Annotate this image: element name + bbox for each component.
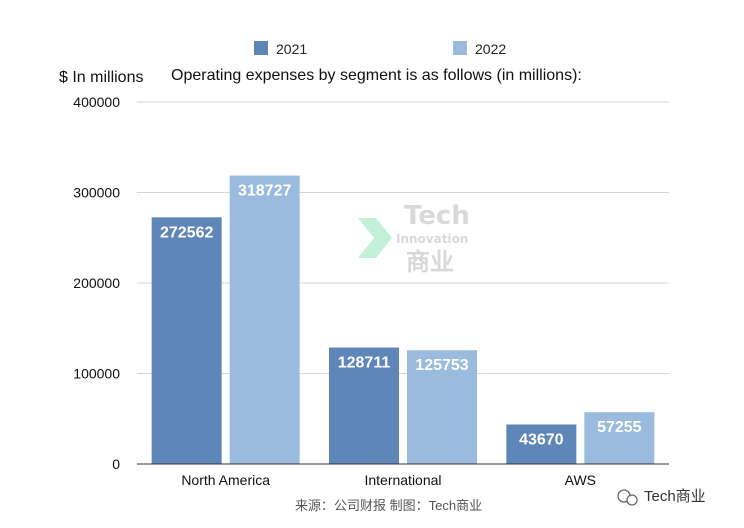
chart-title: Operating expenses by segment is as foll… — [171, 67, 582, 84]
value-label: 57255 — [597, 419, 642, 436]
x-tick-label: AWS — [565, 472, 596, 488]
x-tick-label: International — [364, 472, 441, 488]
y-tick-label: 200000 — [73, 275, 120, 291]
legend: 2021 2022 — [254, 41, 506, 57]
watermark-innovation: Innovation — [396, 232, 468, 246]
legend-swatch-2021 — [254, 41, 268, 55]
y-tick-label: 0 — [112, 456, 120, 472]
value-labels: 272562 318727 128711 125753 43670 57255 — [160, 183, 642, 449]
bar-aws-2021 — [506, 424, 577, 464]
x-tick-labels: North America International AWS — [181, 472, 596, 488]
bar-north-america-2021 — [151, 217, 222, 464]
value-label: 43670 — [519, 431, 564, 448]
bar-north-america-2022 — [229, 175, 300, 464]
watermark-cn: 商业 — [406, 248, 454, 276]
y-tick-labels: 0 100000 200000 300000 400000 — [73, 94, 120, 472]
watermark-tech: Tech — [404, 201, 470, 231]
source-caption: 来源：公司财报 制图：Tech商业 — [295, 498, 482, 513]
legend-swatch-2022 — [453, 41, 467, 55]
value-label: 318727 — [238, 183, 291, 200]
gridlines — [137, 101, 669, 374]
footer-brand-text: Tech商业 — [644, 488, 706, 505]
watermark-logo: Tech Innovation 商业 — [358, 201, 470, 276]
bar-international-2022 — [407, 350, 477, 464]
legend-label-2021: 2021 — [276, 41, 307, 57]
y-tick-label: 300000 — [73, 185, 120, 201]
watermark-arrow-icon — [358, 218, 392, 258]
value-label: 272562 — [160, 224, 213, 241]
x-tick-label: North America — [181, 472, 270, 488]
y-axis-label: $ In millions — [59, 69, 143, 86]
bar-aws-2022 — [584, 412, 655, 464]
bars — [151, 175, 655, 464]
bar-international-2021 — [329, 347, 399, 464]
y-tick-label: 400000 — [73, 94, 120, 110]
y-tick-label: 100000 — [73, 366, 120, 382]
value-label: 128711 — [338, 355, 391, 372]
legend-label-2022: 2022 — [475, 41, 506, 57]
value-label: 125753 — [415, 357, 468, 374]
footer-brand: Tech商业 — [617, 488, 706, 506]
